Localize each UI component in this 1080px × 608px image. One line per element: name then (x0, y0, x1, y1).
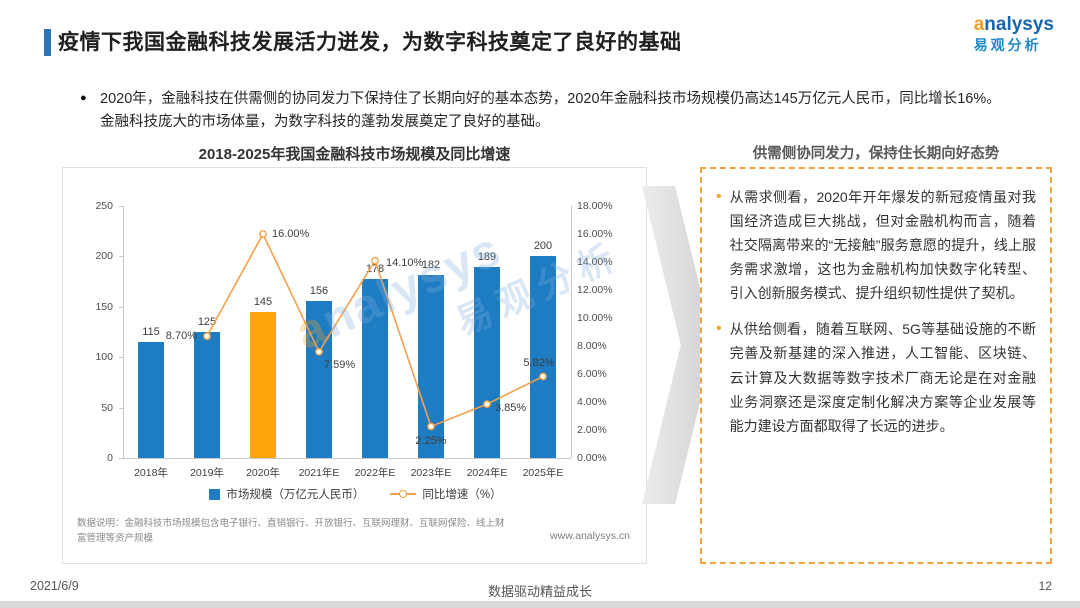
growth-value-label: 16.00% (272, 228, 310, 240)
x-axis-label: 2020年 (246, 467, 280, 479)
left-axis-tick: 250 (95, 200, 113, 212)
right-axis-tick: 8.00% (577, 340, 607, 352)
growth-value-label: 14.10% (386, 256, 424, 269)
logo-wordmark: analysys (974, 14, 1054, 36)
right-axis-tick: 4.00% (577, 396, 607, 408)
chart-legend: 市场规模（万亿元人民币） 同比增速（%） (63, 486, 648, 502)
title-accent-bar (44, 29, 51, 56)
bar-2024年E (474, 267, 500, 458)
orange-bullet-icon: • (716, 320, 722, 338)
left-axis-tick-mark (119, 458, 123, 459)
legend-label-market-size: 市场规模（万亿元人民币） (226, 489, 365, 501)
right-axis-tick: 14.00% (577, 256, 613, 268)
bar-value-label: 189 (477, 251, 497, 264)
left-axis-tick-mark (119, 306, 123, 308)
line-point (259, 230, 267, 238)
left-axis-tick: 200 (95, 250, 113, 263)
chart-data-note: 数据说明：金融科技市场规模包含电子银行、直销银行、开放银行、互联网理财、互联网保… (77, 518, 505, 544)
x-axis-label: 2022年E (354, 467, 396, 479)
chart-title: 2018-2025年我国金融科技市场规模及同比增速 (198, 146, 511, 163)
footer-date: 2021/6/9 (30, 579, 79, 593)
growth-value-label: 7.59% (324, 358, 356, 371)
chart-card: 市场规模（万亿元人民币） 同比增速（%） 数据说明：金融科技市场规模包含电子银行… (62, 167, 647, 564)
growth-value-label: 5.82% (523, 356, 555, 369)
legend-item-growth: 同比增速（%） (390, 486, 502, 502)
insight-panel: • 从需求侧看，2020年开年爆发的新冠疫情虽对我国经济造成巨大挑战，但对金融机… (700, 167, 1052, 564)
page-title: 疫情下我国金融科技发展活力迸发，为数字科技奠定了良好的基础 (58, 31, 682, 54)
right-axis-tick: 18.00% (577, 200, 613, 212)
growth-value-label: 2.25% (415, 434, 447, 447)
legend-item-market-size: 市场规模（万亿元人民币） (209, 486, 364, 502)
left-axis-tick-mark (119, 357, 123, 359)
bar-2018年 (138, 342, 164, 458)
bar-series-swatch (209, 488, 221, 500)
left-axis-tick-mark (119, 256, 123, 258)
bar-value-label: 125 (197, 316, 217, 328)
bar-2019年 (194, 332, 220, 458)
bullet-dot-icon: ● (80, 92, 87, 104)
logo-swoosh-icon: a (973, 14, 985, 35)
right-axis-tick: 6.00% (577, 368, 607, 380)
footer-slogan: 数据驱动精益成长 (487, 584, 592, 599)
left-axis-tick-mark (119, 407, 123, 409)
bar-value-label: 115 (142, 326, 160, 339)
orange-bullet-icon: • (716, 188, 722, 205)
chart-source-url: www.analysys.cn (550, 530, 630, 542)
right-axis-tick: 0.00% (577, 452, 607, 464)
left-axis-tick: 50 (101, 401, 113, 414)
left-axis-tick: 0 (107, 452, 113, 464)
line-series-swatch (390, 490, 417, 498)
right-axis-tick: 12.00% (577, 284, 613, 296)
growth-value-label: 3.85% (495, 402, 527, 415)
legend-label-growth: 同比增速（%） (422, 489, 502, 501)
x-axis-label: 2019年 (190, 467, 224, 479)
left-axis-tick: 100 (95, 351, 113, 364)
panel-bullet-supply-side: • 从供给侧看，随着互联网、5G等基础设施的不断完善及新基建的深入推进，人工智能… (716, 317, 1036, 437)
panel-bullet-demand-text: 从需求侧看，2020年开年爆发的新冠疫情虽对我国经济造成巨大挑战，但对金融机构而… (729, 189, 1036, 302)
right-axis-tick: 16.00% (577, 228, 613, 240)
bar-value-label: 145 (253, 295, 273, 308)
footer-page-number: 12 (1038, 579, 1052, 593)
bar-2020年 (250, 311, 276, 458)
right-axis-tick: 10.00% (577, 312, 613, 324)
summary-text: 2020年，金融科技在供需侧的协同发力下保持住了长期向好的基本态势，2020年金… (100, 91, 1001, 131)
right-axis-tick: 2.00% (577, 424, 607, 436)
x-axis-label: 2024年E (466, 467, 508, 479)
bar-2022年E (362, 278, 388, 458)
growth-value-label: 8.70% (165, 330, 197, 343)
logo-chinese-name: 易观分析 (973, 36, 1042, 53)
panel-bullet-demand-side: • 从需求侧看，2020年开年爆发的新冠疫情虽对我国经济造成巨大挑战，但对金融机… (716, 185, 1036, 305)
left-axis-tick-mark (119, 206, 123, 207)
analysys-logo: analysys 易观分析 (974, 14, 1054, 53)
x-axis-label: 2025年E (522, 467, 564, 479)
insight-panel-title: 供需侧协同发力，保持住长期向好态势 (752, 146, 1000, 162)
x-axis-label: 2021年E (298, 467, 340, 479)
x-axis-line (123, 458, 571, 459)
bar-2021年E (306, 300, 332, 458)
left-axis-line (123, 206, 124, 458)
bar-value-label: 156 (309, 284, 329, 297)
x-axis-label: 2023年E (410, 467, 452, 479)
footer-strip (0, 601, 1080, 608)
panel-bullet-supply-text: 从供给侧看，随着互联网、5G等基础设施的不断完善及新基建的深入推进，人工智能、区… (729, 321, 1036, 434)
logo-brand-text: nalysys (984, 14, 1054, 35)
right-axis-line (571, 206, 572, 458)
bar-2023年E (418, 274, 444, 458)
left-axis-tick: 150 (95, 300, 113, 313)
bar-value-label: 200 (533, 240, 553, 253)
x-axis-label: 2018年 (134, 467, 168, 479)
